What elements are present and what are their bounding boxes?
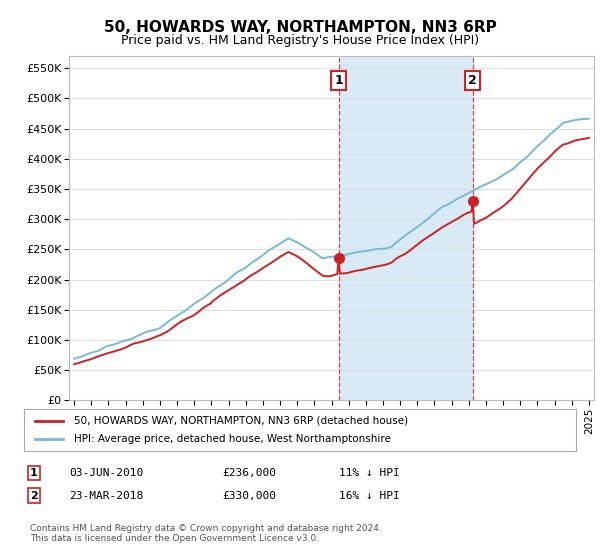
Text: 03-JUN-2010: 03-JUN-2010 [69, 468, 143, 478]
Text: £236,000: £236,000 [222, 468, 276, 478]
Text: 16% ↓ HPI: 16% ↓ HPI [339, 491, 400, 501]
Text: 2: 2 [30, 491, 38, 501]
Text: 2: 2 [468, 74, 477, 87]
Text: 1: 1 [30, 468, 38, 478]
Bar [339, 56, 473, 400]
Text: Contains HM Land Registry data © Crown copyright and database right 2024.
This d: Contains HM Land Registry data © Crown c… [30, 524, 382, 543]
Text: Price paid vs. HM Land Registry's House Price Index (HPI): Price paid vs. HM Land Registry's House … [121, 34, 479, 46]
Text: 11% ↓ HPI: 11% ↓ HPI [339, 468, 400, 478]
Text: HPI: Average price, detached house, West Northamptonshire: HPI: Average price, detached house, West… [74, 434, 391, 444]
Text: 1: 1 [334, 74, 343, 87]
Text: 23-MAR-2018: 23-MAR-2018 [69, 491, 143, 501]
Text: 50, HOWARDS WAY, NORTHAMPTON, NN3 6RP (detached house): 50, HOWARDS WAY, NORTHAMPTON, NN3 6RP (d… [74, 416, 408, 426]
Text: 50, HOWARDS WAY, NORTHAMPTON, NN3 6RP: 50, HOWARDS WAY, NORTHAMPTON, NN3 6RP [104, 20, 496, 35]
Text: £330,000: £330,000 [222, 491, 276, 501]
